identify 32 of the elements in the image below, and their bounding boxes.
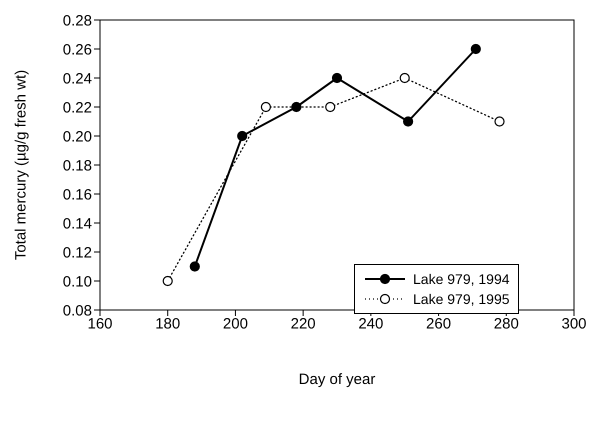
x-tick-label: 280 xyxy=(494,316,519,333)
x-tick-label: 180 xyxy=(155,316,180,333)
point xyxy=(332,72,342,84)
y-tick-label: 0.20 xyxy=(62,128,92,146)
point xyxy=(494,116,505,127)
point xyxy=(470,44,481,54)
point xyxy=(400,72,410,84)
x-axis-title: Day of year xyxy=(298,371,376,388)
point xyxy=(162,276,173,286)
point xyxy=(291,102,302,112)
y-tick-label: 0.28 xyxy=(62,12,92,30)
y-tick-label: 0.10 xyxy=(62,273,92,290)
y-tick-label: 0.18 xyxy=(62,157,92,174)
x-tick-label: 200 xyxy=(222,316,248,333)
x-tick-label: 260 xyxy=(426,316,452,333)
y-tick-label: 0.24 xyxy=(62,70,92,88)
x-tick-label: 240 xyxy=(358,316,384,333)
point xyxy=(403,116,414,127)
point xyxy=(190,261,200,272)
point xyxy=(260,102,271,112)
y-tick-label: 0.26 xyxy=(62,41,92,58)
y-axis-title: Total mercury (µg/g fresh wt) xyxy=(12,70,30,260)
legend-label: Lake 979, 1995 xyxy=(413,291,510,307)
point xyxy=(325,102,336,112)
legend-label: Lake 979, 1994 xyxy=(413,271,510,287)
point xyxy=(237,130,248,142)
y-tick-label: 0.14 xyxy=(62,215,92,232)
x-tick-label: 220 xyxy=(290,316,316,333)
y-tick-label: 0.12 xyxy=(62,244,92,262)
y-tick-label: 0.22 xyxy=(62,99,92,116)
y-tick-label: 0.16 xyxy=(62,186,92,204)
x-tick-label: 300 xyxy=(561,316,587,333)
